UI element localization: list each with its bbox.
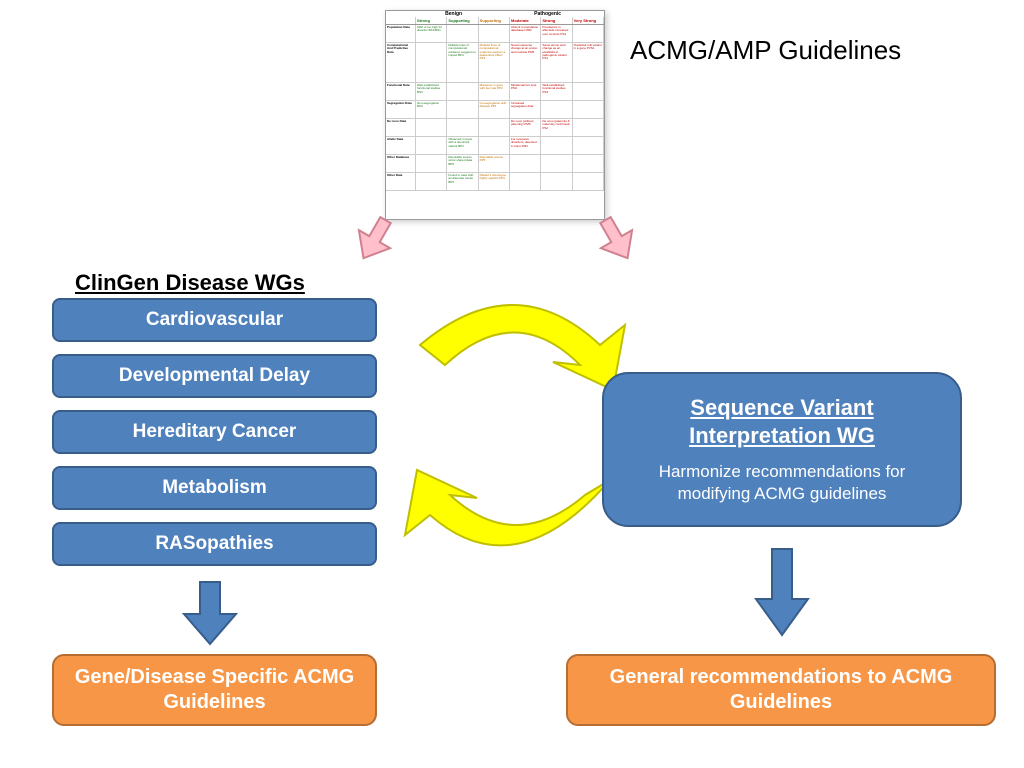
disease-group-list: Cardiovascular Developmental Delay Hered… <box>52 298 377 566</box>
pink-arrow-left-icon <box>352 215 396 265</box>
output-gene-disease-specific: Gene/Disease Specific ACMG Guidelines <box>52 654 377 726</box>
disease-developmental-delay: Developmental Delay <box>52 354 377 398</box>
clingen-heading: ClinGen Disease WGs <box>75 270 305 296</box>
svi-wg-box: Sequence Variant Interpretation WG Harmo… <box>602 372 962 527</box>
svi-subtitle: Harmonize recommendations for modifying … <box>624 461 940 505</box>
pink-arrow-right-icon <box>595 215 639 265</box>
disease-metabolism: Metabolism <box>52 466 377 510</box>
disease-cardiovascular: Cardiovascular <box>52 298 377 342</box>
output-general-recommendations: General recommendations to ACMG Guidelin… <box>566 654 996 726</box>
blue-arrow-down-right-icon <box>752 545 812 640</box>
svi-title: Sequence Variant Interpretation WG <box>689 394 875 451</box>
disease-hereditary-cancer: Hereditary Cancer <box>52 410 377 454</box>
disease-rasopathies: RASopathies <box>52 522 377 566</box>
guidelines-title: ACMG/AMP Guidelines <box>630 35 901 66</box>
acmg-evidence-table: Benign Pathogenic Strong Supporting Supp… <box>385 10 605 220</box>
blue-arrow-down-left-icon <box>180 578 240 648</box>
